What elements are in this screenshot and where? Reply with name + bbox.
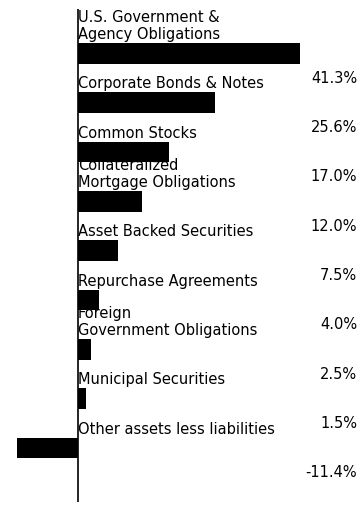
Bar	[17, 438, 78, 459]
Text: 12.0%: 12.0%	[311, 218, 357, 233]
Bar	[78, 93, 215, 114]
Text: 1.5%: 1.5%	[320, 415, 357, 430]
Bar	[78, 388, 86, 409]
Text: Foreign
Government Obligations: Foreign Government Obligations	[78, 305, 257, 337]
Text: Corporate Bonds & Notes: Corporate Bonds & Notes	[78, 76, 264, 91]
Text: Other assets less liabilities: Other assets less liabilities	[78, 421, 275, 436]
Text: 2.5%: 2.5%	[320, 366, 357, 381]
Text: Municipal Securities: Municipal Securities	[78, 372, 225, 386]
Text: Collateralized
Mortgage Obligations: Collateralized Mortgage Obligations	[78, 157, 235, 189]
Bar	[78, 44, 300, 65]
Text: 17.0%: 17.0%	[311, 169, 357, 184]
Bar	[78, 241, 118, 262]
Text: 4.0%: 4.0%	[320, 317, 357, 332]
Text: Asset Backed Securities: Asset Backed Securities	[78, 224, 253, 239]
Text: 25.6%: 25.6%	[311, 120, 357, 135]
Bar	[78, 290, 99, 311]
Text: -11.4%: -11.4%	[306, 464, 357, 479]
Text: Common Stocks: Common Stocks	[78, 125, 197, 140]
Bar	[78, 142, 169, 163]
Text: 41.3%: 41.3%	[311, 70, 357, 85]
Bar	[78, 191, 143, 212]
Bar	[78, 339, 91, 360]
Text: 7.5%: 7.5%	[320, 267, 357, 282]
Text: U.S. Government &
Agency Obligations: U.S. Government & Agency Obligations	[78, 10, 220, 42]
Text: Repurchase Agreements: Repurchase Agreements	[78, 273, 258, 288]
